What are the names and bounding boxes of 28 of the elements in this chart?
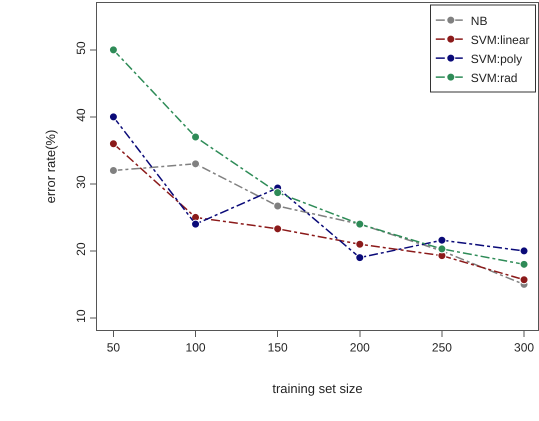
y-tick-label: 10: [74, 309, 88, 323]
point: [355, 253, 364, 262]
x-tick-label: 200: [350, 340, 370, 354]
point: [355, 240, 364, 249]
y-tick-label: 30: [74, 175, 88, 189]
legend-label: SVM:linear: [470, 32, 530, 47]
point: [437, 236, 446, 245]
legend-label: SVM:rad: [470, 70, 518, 85]
point: [273, 224, 282, 234]
point: [191, 220, 200, 229]
legend-label: SVM:poly: [470, 52, 522, 66]
y-axis-title: error rate(%): [43, 130, 58, 204]
point: [191, 159, 200, 168]
x-tick-label: 100: [186, 340, 206, 354]
x-tick-label: 300: [514, 340, 534, 354]
point: [108, 139, 118, 148]
point: [273, 188, 282, 198]
x-axis-title: training set size: [272, 381, 363, 396]
y-tick-label: 40: [74, 108, 88, 122]
x-tick-label: 50: [106, 340, 120, 354]
x-tick-label: 150: [268, 340, 288, 354]
legend-label: NB: [470, 14, 488, 28]
point: [108, 45, 118, 54]
x-tick-label: 250: [432, 340, 452, 354]
y-tick-label: 50: [74, 41, 88, 55]
point: [108, 112, 118, 122]
point: [520, 275, 529, 284]
y-tick-label: 20: [74, 242, 88, 256]
